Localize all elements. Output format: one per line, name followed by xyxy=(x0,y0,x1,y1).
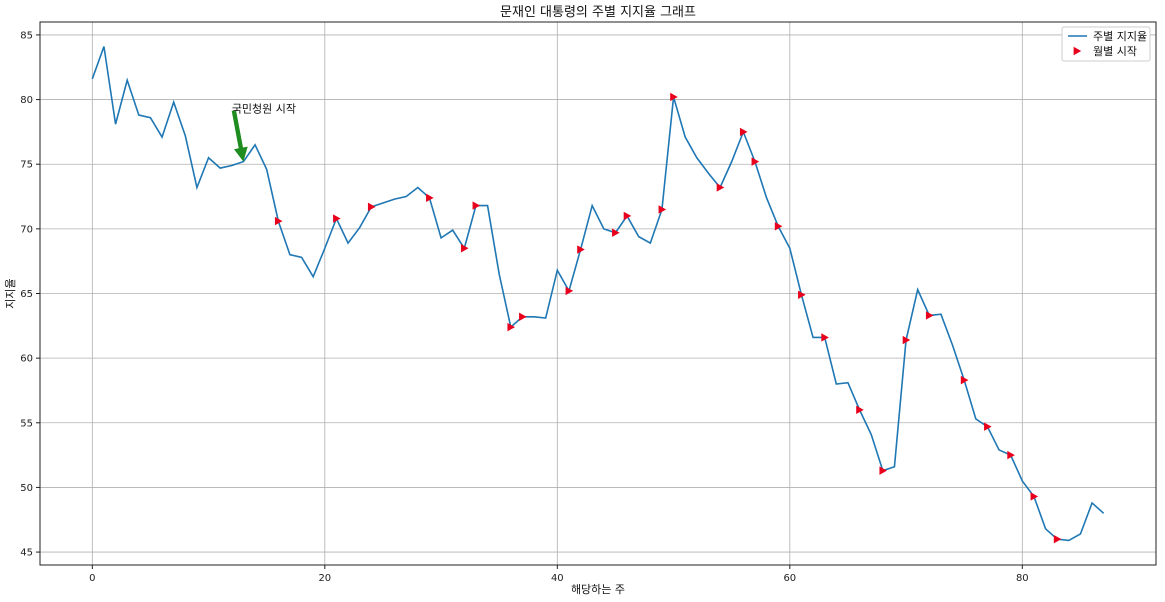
x-tick-label: 40 xyxy=(551,573,564,584)
legend: 주별 지지율 월별 시작 xyxy=(1061,26,1151,62)
monthly-start-marker xyxy=(1007,450,1015,460)
monthly-start-marker xyxy=(1053,534,1062,544)
legend-label-monthly: 월별 시작 xyxy=(1093,45,1137,58)
monthly-start-marker xyxy=(577,245,585,254)
x-axis-ticks: 0 20 40 60 80 xyxy=(89,565,1029,584)
monthly-start-marker xyxy=(612,228,620,237)
monthly-start-marker xyxy=(739,127,748,137)
monthly-start-marker xyxy=(821,333,829,342)
monthly-start-markers xyxy=(274,92,1062,544)
y-tick-label: 75 xyxy=(20,160,33,171)
monthly-start-marker xyxy=(658,205,667,214)
monthly-start-marker xyxy=(367,202,376,212)
y-tick-label: 45 xyxy=(20,548,33,559)
monthly-start-marker xyxy=(507,322,516,332)
weekly-approval-line xyxy=(91,46,1105,542)
y-axis-ticks: 45 50 55 60 65 70 75 80 85 xyxy=(20,30,40,559)
monthly-start-marker xyxy=(925,311,934,320)
y-axis-label: 지지율 xyxy=(4,278,17,308)
y-tick-label: 55 xyxy=(20,418,33,429)
x-tick-label: 80 xyxy=(1016,573,1029,584)
monthly-start-marker xyxy=(856,405,864,415)
chart-title: 문재인 대통령의 주별 지지율 그래프 xyxy=(500,5,696,20)
monthly-start-marker xyxy=(984,422,992,431)
annotation: 국민청원 시작 xyxy=(231,103,296,162)
x-tick-label: 60 xyxy=(783,573,796,584)
monthly-start-marker xyxy=(519,312,527,321)
y-tick-label: 85 xyxy=(20,30,33,41)
x-axis-label: 해당하는 주 xyxy=(571,582,625,596)
monthly-start-marker xyxy=(751,157,760,166)
monthly-start-marker xyxy=(333,214,341,223)
grid-lines xyxy=(40,22,1156,565)
monthly-start-marker xyxy=(1030,492,1039,501)
annotation-arrow-icon xyxy=(231,110,248,162)
y-tick-label: 65 xyxy=(20,289,33,300)
x-tick-label: 0 xyxy=(89,573,95,584)
annotation-text: 국민청원 시작 xyxy=(232,103,296,116)
monthly-start-marker xyxy=(670,92,678,102)
y-tick-label: 50 xyxy=(20,483,33,494)
monthly-start-marker xyxy=(426,193,434,203)
legend-label-weekly: 주별 지지율 xyxy=(1093,30,1147,43)
y-tick-label: 70 xyxy=(20,224,33,235)
monthly-start-marker xyxy=(623,211,632,221)
monthly-start-marker xyxy=(565,286,574,296)
monthly-start-marker xyxy=(798,290,806,299)
legend-marker-swatch xyxy=(1073,46,1082,56)
monthly-start-marker xyxy=(774,222,783,231)
monthly-start-marker xyxy=(460,244,469,253)
x-tick-label: 20 xyxy=(318,573,331,584)
monthly-start-marker xyxy=(274,216,283,226)
monthly-start-marker xyxy=(960,375,969,385)
monthly-start-marker xyxy=(472,201,481,210)
monthly-start-marker xyxy=(879,466,888,475)
y-tick-label: 80 xyxy=(20,95,33,106)
monthly-start-marker xyxy=(716,183,725,192)
monthly-start-marker xyxy=(902,335,911,345)
y-tick-label: 60 xyxy=(20,354,33,365)
